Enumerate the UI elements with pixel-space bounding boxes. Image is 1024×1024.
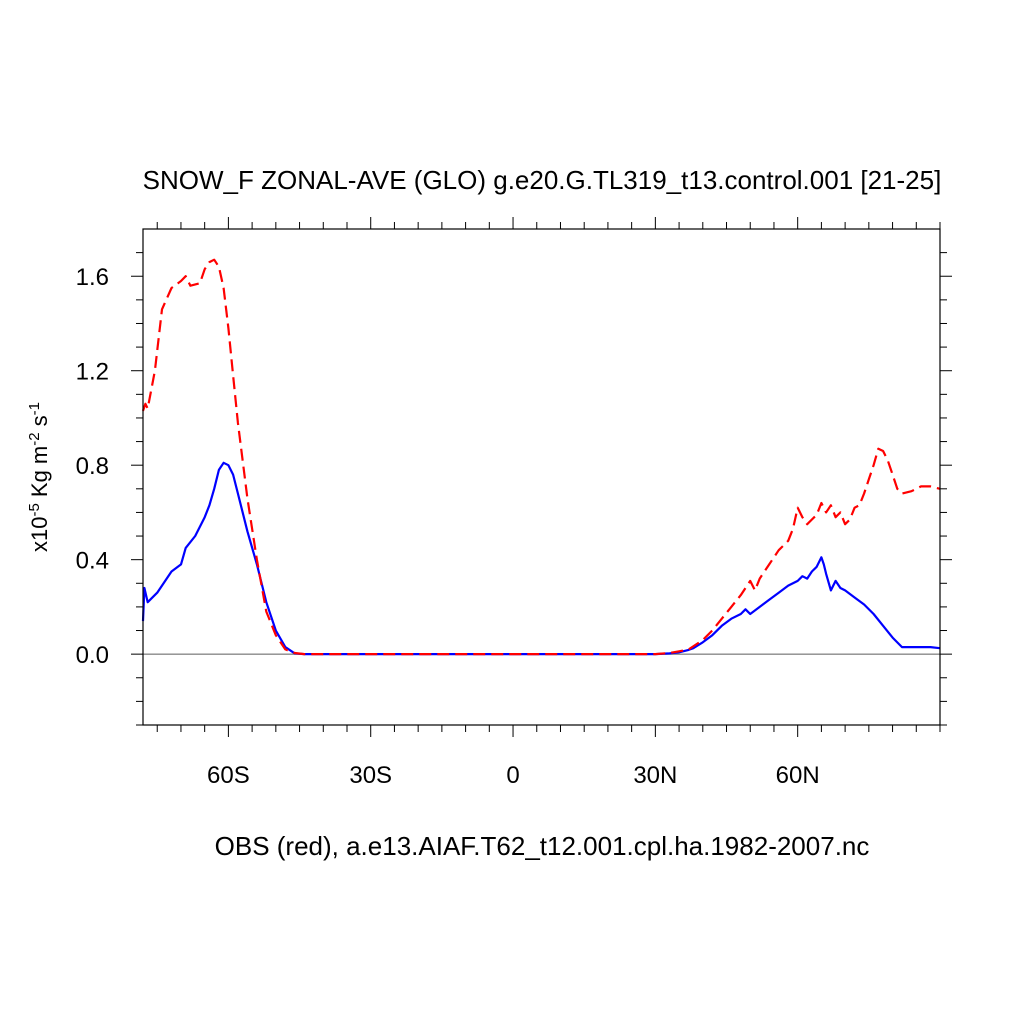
x-tick-label: 0 [506,762,519,789]
series-line-model-blue [141,461,941,656]
y-tick-label: 1.6 [76,264,109,291]
y-tick-label: 1.2 [76,359,109,386]
series-line-obs-red [141,258,941,656]
x-tick-label: 30S [349,762,392,789]
y-axis-label: x10-5Kg m-2s-1 [26,402,53,552]
plot-frame [142,228,941,726]
y-tick-label: 0.8 [76,453,109,480]
y-tick-label: 0.0 [76,642,109,669]
chart-title: SNOW_F ZONAL-AVE (GLO) g.e20.G.TL319_t13… [143,165,942,195]
y-tick-label: 0.4 [76,548,109,575]
x-tick-label: 60S [207,762,250,789]
x-tick-label: 30N [633,762,677,789]
x-axis-label: OBS (red), a.e13.AIAF.T62_t12.001.cpl.ha… [215,831,870,861]
x-tick-label: 60N [776,762,820,789]
